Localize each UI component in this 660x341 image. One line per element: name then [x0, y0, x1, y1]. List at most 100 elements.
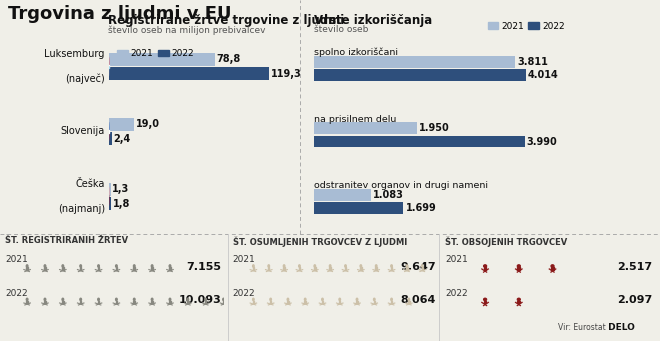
Legend: 2021, 2022: 2021, 2022	[484, 18, 568, 34]
Bar	[109, 197, 112, 210]
Circle shape	[80, 298, 81, 301]
FancyBboxPatch shape	[339, 301, 341, 303]
Circle shape	[339, 298, 341, 301]
Circle shape	[299, 265, 300, 267]
FancyBboxPatch shape	[205, 301, 207, 303]
Text: število oseb: število oseb	[314, 25, 368, 34]
FancyBboxPatch shape	[151, 267, 153, 270]
Text: 2.097: 2.097	[617, 295, 652, 306]
FancyBboxPatch shape	[329, 267, 331, 270]
FancyBboxPatch shape	[360, 267, 362, 270]
Circle shape	[26, 298, 28, 301]
Circle shape	[304, 298, 306, 301]
FancyBboxPatch shape	[374, 301, 375, 303]
Circle shape	[422, 265, 423, 267]
FancyBboxPatch shape	[62, 267, 63, 270]
Circle shape	[253, 298, 254, 301]
Circle shape	[314, 265, 315, 267]
Circle shape	[26, 265, 28, 267]
Text: 2.517: 2.517	[617, 262, 652, 272]
FancyBboxPatch shape	[484, 301, 486, 303]
Circle shape	[484, 265, 486, 267]
Text: 9.647: 9.647	[400, 262, 436, 272]
Circle shape	[133, 298, 135, 301]
FancyBboxPatch shape	[391, 267, 392, 270]
FancyBboxPatch shape	[322, 301, 323, 303]
FancyBboxPatch shape	[133, 301, 135, 303]
Circle shape	[115, 298, 117, 301]
Text: 2021: 2021	[446, 255, 468, 264]
FancyBboxPatch shape	[268, 267, 269, 270]
Circle shape	[329, 265, 331, 267]
Text: DELO: DELO	[605, 324, 635, 332]
Text: 119,3: 119,3	[271, 69, 302, 79]
Circle shape	[374, 298, 375, 301]
Text: ŠT. REGISTRIRANIH ŽRTEV: ŠT. REGISTRIRANIH ŽRTEV	[5, 236, 128, 245]
Circle shape	[408, 298, 410, 301]
Text: odstranitev organov in drugi nameni: odstranitev organov in drugi nameni	[314, 181, 488, 190]
Circle shape	[169, 265, 171, 267]
Text: 78,8: 78,8	[216, 54, 240, 64]
Circle shape	[253, 265, 254, 267]
Bar	[314, 122, 416, 134]
FancyBboxPatch shape	[26, 301, 28, 303]
Text: Luksemburg: Luksemburg	[44, 49, 105, 59]
Circle shape	[98, 265, 100, 267]
Circle shape	[356, 298, 358, 301]
Bar	[314, 56, 515, 68]
Text: (največ): (največ)	[65, 74, 105, 84]
FancyBboxPatch shape	[98, 301, 99, 303]
Text: (najmanj): (najmanj)	[57, 204, 105, 213]
Text: 7.155: 7.155	[186, 262, 221, 272]
FancyBboxPatch shape	[151, 301, 153, 303]
Text: 19,0: 19,0	[136, 119, 160, 129]
Circle shape	[151, 298, 153, 301]
Bar	[109, 118, 135, 131]
Text: Trgovina z ljudmi v EU: Trgovina z ljudmi v EU	[8, 5, 232, 23]
Circle shape	[484, 298, 486, 301]
FancyBboxPatch shape	[62, 301, 63, 303]
Circle shape	[205, 298, 207, 301]
Circle shape	[376, 265, 377, 267]
Circle shape	[222, 298, 224, 301]
FancyBboxPatch shape	[391, 301, 392, 303]
Text: 2022: 2022	[5, 288, 28, 297]
Text: 10.093: 10.093	[178, 295, 221, 306]
Circle shape	[283, 265, 285, 267]
Bar	[314, 202, 403, 214]
Text: 1,8: 1,8	[113, 198, 130, 209]
FancyBboxPatch shape	[253, 301, 254, 303]
Circle shape	[321, 298, 323, 301]
Circle shape	[151, 265, 153, 267]
FancyBboxPatch shape	[304, 301, 306, 303]
FancyBboxPatch shape	[253, 267, 254, 270]
Text: 2021: 2021	[5, 255, 28, 264]
Circle shape	[391, 298, 392, 301]
FancyBboxPatch shape	[376, 267, 377, 270]
FancyBboxPatch shape	[345, 267, 347, 270]
Circle shape	[62, 265, 63, 267]
Bar	[109, 53, 215, 65]
Bar	[109, 67, 269, 80]
Circle shape	[268, 265, 269, 267]
FancyBboxPatch shape	[408, 301, 410, 303]
Circle shape	[517, 298, 520, 301]
Circle shape	[44, 265, 46, 267]
Text: spolno izkoriščani: spolno izkoriščani	[314, 47, 397, 57]
Circle shape	[62, 298, 63, 301]
FancyBboxPatch shape	[133, 267, 135, 270]
Circle shape	[360, 265, 362, 267]
Text: ŠT. OSUMLJENIH TRGOVCEV Z LJUDMI: ŠT. OSUMLJENIH TRGOVCEV Z LJUDMI	[232, 236, 407, 247]
Circle shape	[169, 298, 171, 301]
Bar	[314, 69, 526, 81]
FancyBboxPatch shape	[44, 267, 46, 270]
Text: število oseb na milijon prebivalcev: število oseb na milijon prebivalcev	[108, 25, 266, 34]
Circle shape	[551, 265, 554, 267]
Text: 2022: 2022	[446, 288, 468, 297]
Bar	[314, 189, 371, 201]
Circle shape	[287, 298, 288, 301]
FancyBboxPatch shape	[115, 301, 117, 303]
FancyBboxPatch shape	[187, 301, 189, 303]
Circle shape	[406, 265, 408, 267]
FancyBboxPatch shape	[80, 267, 81, 270]
